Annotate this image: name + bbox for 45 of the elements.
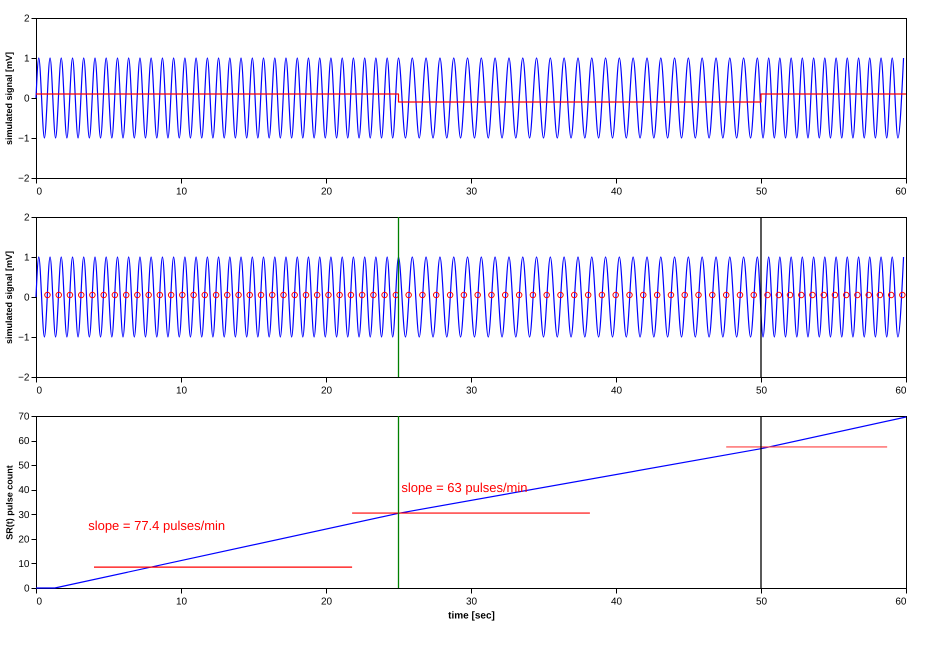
x-tick-label: 50 bbox=[756, 186, 768, 198]
y-tick-label: 50 bbox=[18, 460, 30, 472]
x-tick-label: 60 bbox=[895, 386, 907, 396]
y-tick-label: 10 bbox=[18, 558, 30, 570]
y-tick-label: 2 bbox=[24, 212, 30, 224]
y-tick-label: 2 bbox=[24, 14, 30, 24]
x-axis-title: time [sec] bbox=[448, 610, 495, 622]
x-tick-label: 30 bbox=[466, 186, 478, 198]
annotation: slope = 77.4 pulses/min bbox=[88, 518, 226, 534]
x-tick-label: 20 bbox=[320, 386, 332, 396]
x-tick-label: 0 bbox=[36, 386, 42, 396]
x-tick-label: 0 bbox=[36, 186, 42, 198]
x-tick-label: 10 bbox=[176, 186, 188, 198]
x-tick-label: 40 bbox=[610, 186, 622, 198]
x-tick-label: 10 bbox=[176, 596, 188, 608]
x-tick-label: 60 bbox=[895, 186, 907, 198]
y-tick-label: 1 bbox=[24, 54, 30, 64]
y-tick-label: −2 bbox=[18, 174, 30, 184]
x-tick-label: 10 bbox=[176, 386, 188, 396]
x-tick-label: 40 bbox=[610, 386, 622, 396]
annotation: slope = 63 pulses/min bbox=[401, 480, 528, 496]
y-tick-label: 60 bbox=[18, 436, 30, 448]
x-tick-label: 20 bbox=[320, 186, 332, 198]
y-axis-title: simulated signal [mV] bbox=[4, 52, 14, 146]
y-tick-label: 0 bbox=[24, 94, 30, 104]
x-tick-label: 40 bbox=[610, 596, 622, 608]
x-tick-label: 50 bbox=[756, 596, 768, 608]
y-tick-label: −2 bbox=[18, 372, 30, 384]
y-tick-label: 40 bbox=[18, 485, 30, 496]
y-tick-label: −1 bbox=[18, 134, 30, 144]
y-tick-label: −1 bbox=[18, 332, 30, 344]
y-axis-title: SR(t) pulse count bbox=[4, 465, 14, 540]
x-tick-label: 30 bbox=[466, 386, 478, 396]
y-tick-label: 0 bbox=[24, 584, 30, 594]
y-axis-title: simulated signal [mV] bbox=[4, 250, 14, 344]
x-tick-label: 50 bbox=[756, 386, 768, 396]
x-tick-label: 20 bbox=[320, 596, 332, 608]
x-tick-label: 30 bbox=[466, 596, 478, 608]
y-tick-label: 1 bbox=[24, 252, 30, 264]
y-tick-label: 0 bbox=[24, 292, 30, 304]
x-tick-label: 60 bbox=[895, 596, 907, 608]
y-tick-label: 20 bbox=[18, 534, 30, 546]
y-tick-label: 70 bbox=[18, 412, 30, 422]
x-tick-label: 0 bbox=[36, 596, 42, 608]
y-tick-label: 30 bbox=[18, 510, 30, 521]
